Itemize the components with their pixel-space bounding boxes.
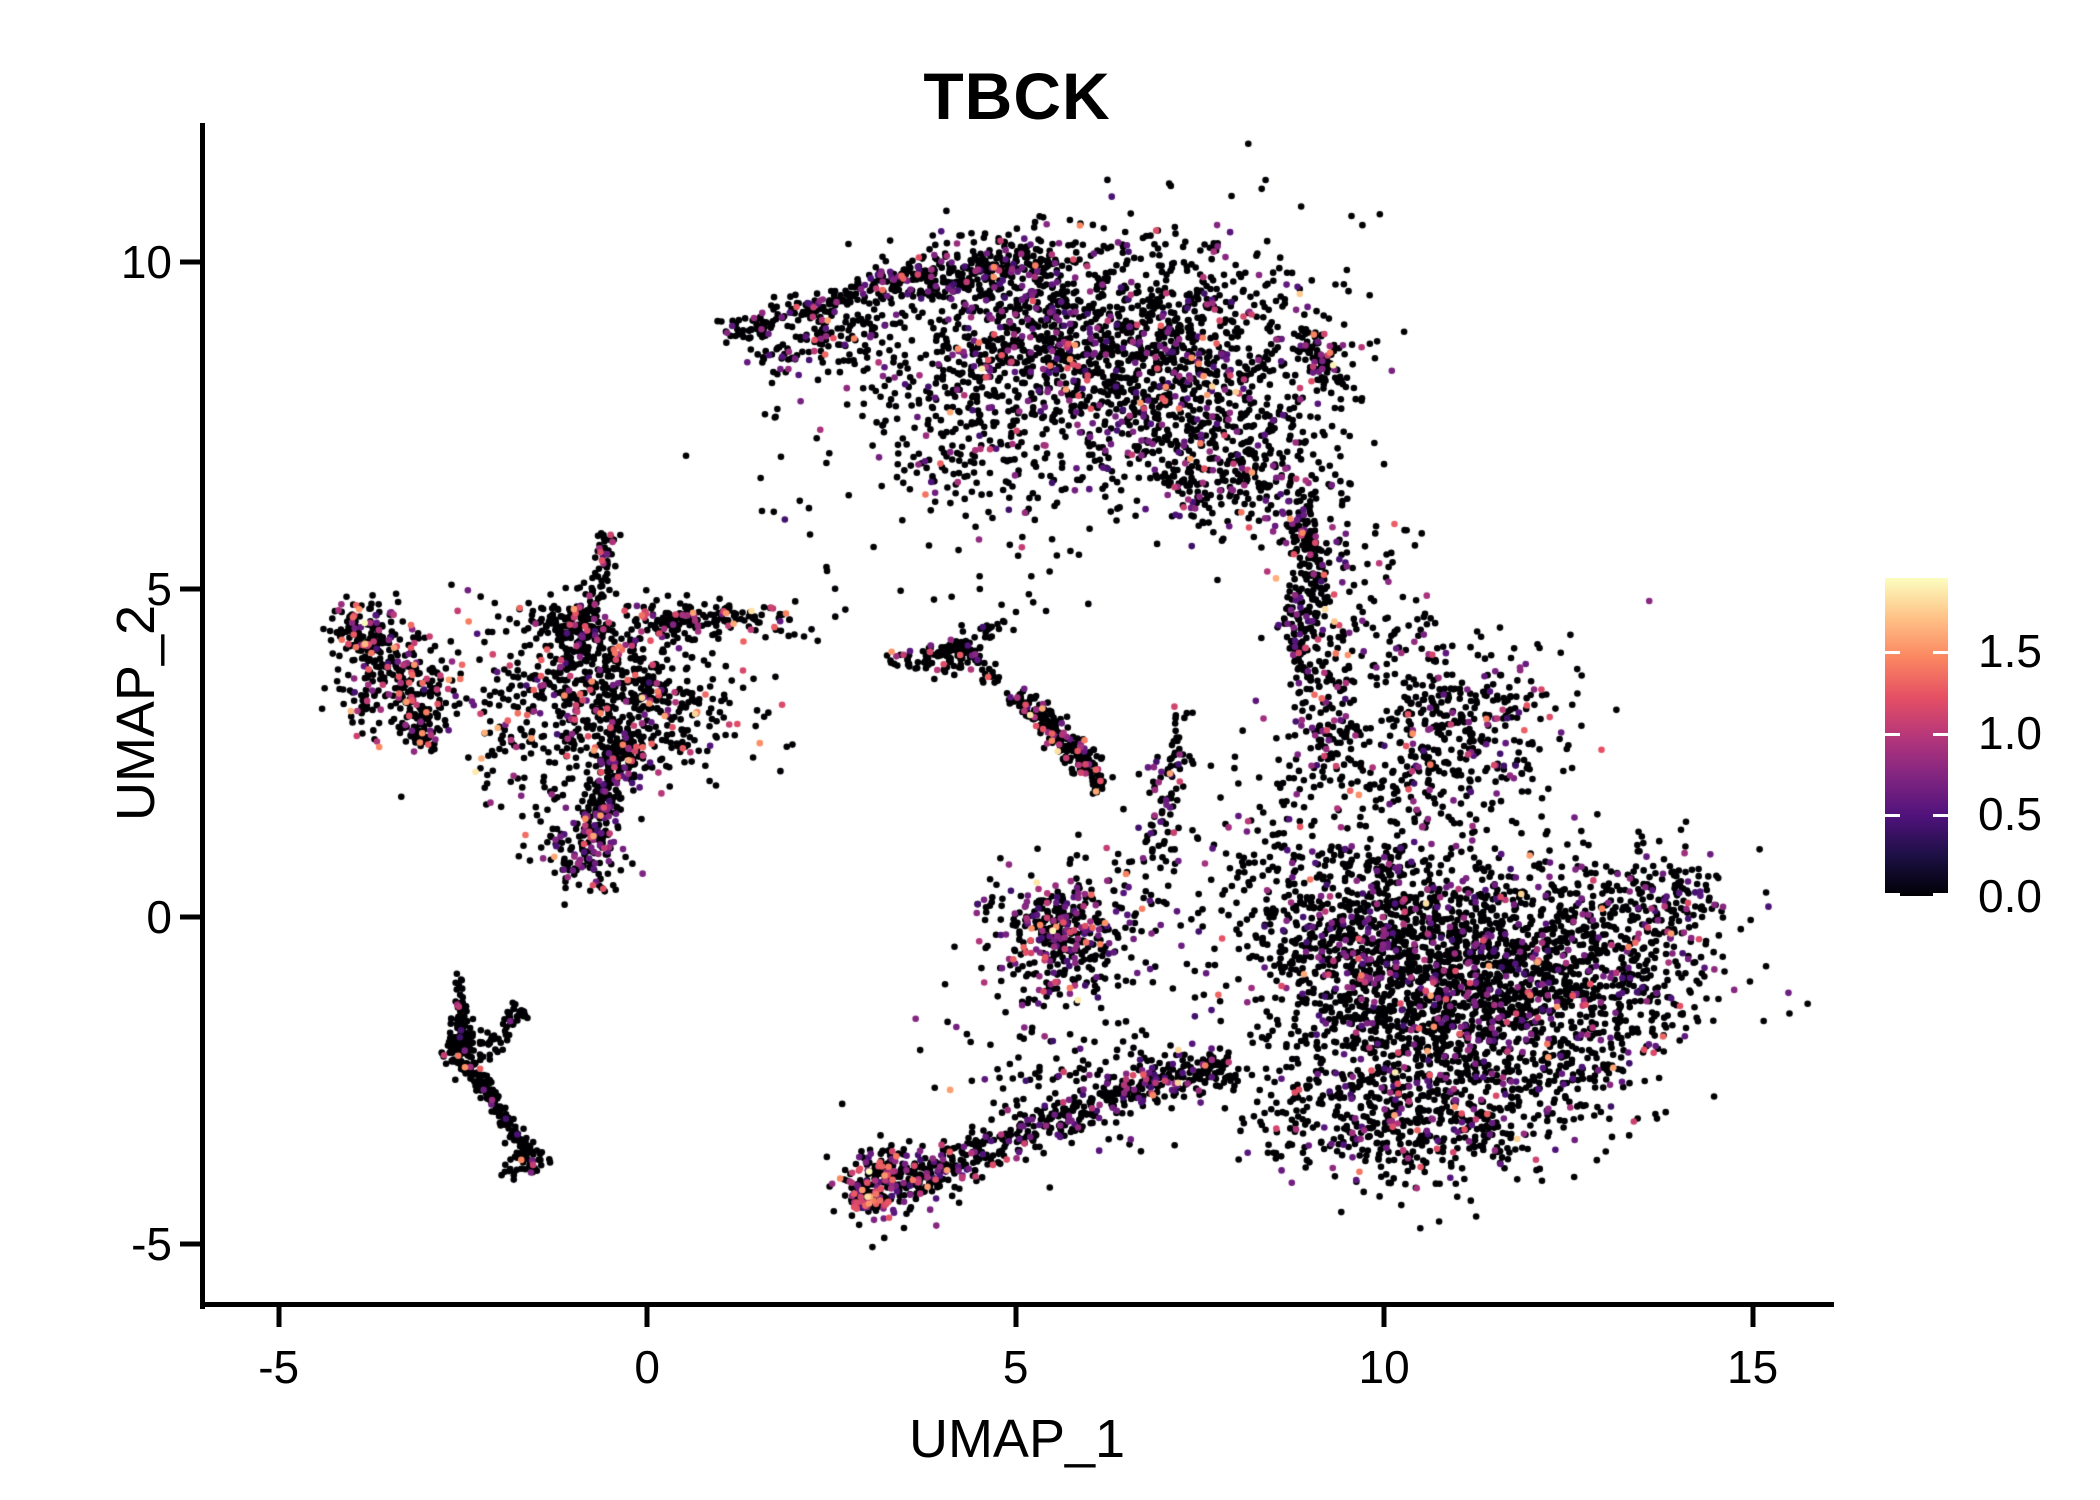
colorbar-tick-mark	[1885, 651, 1900, 655]
y-tick-mark	[180, 259, 200, 265]
x-tick-label: -5	[258, 1341, 300, 1393]
x-tick-label: 0	[634, 1341, 660, 1393]
x-axis-title: UMAP_1	[908, 1409, 1126, 1469]
y-tick-label: 5	[146, 563, 172, 616]
colorbar-tick-mark	[1933, 893, 1948, 896]
colorbar-tick-label: 0.5	[1978, 788, 2042, 841]
y-tick-label: -5	[131, 1218, 172, 1271]
x-tick-mark	[276, 1307, 282, 1327]
x-tick-label: 15	[1727, 1341, 1779, 1393]
x-tick-mark	[1750, 1307, 1756, 1327]
x-tick-label: 5	[1002, 1341, 1029, 1393]
colorbar-tick-label: 1.0	[1978, 706, 2042, 759]
y-tick-label: 10	[120, 235, 172, 288]
y-tick-mark	[180, 586, 200, 592]
colorbar-tick-mark	[1885, 893, 1900, 896]
colorbar-gradient	[1885, 578, 1948, 896]
colorbar-tick-label: 0.0	[1978, 870, 2042, 922]
colorbar-tick-mark	[1933, 732, 1948, 736]
colorbar-tick-mark	[1885, 814, 1900, 818]
colorbar-tick-mark	[1933, 814, 1948, 818]
x-axis-line	[200, 1302, 1834, 1307]
x-tick-mark	[644, 1307, 650, 1327]
plot-title: TBCK	[923, 59, 1111, 133]
y-tick-label: 0	[146, 890, 172, 943]
x-tick-mark	[1381, 1307, 1387, 1327]
colorbar-tick-mark	[1933, 651, 1948, 655]
y-tick-mark	[180, 914, 200, 920]
x-tick-label: 10	[1358, 1341, 1410, 1393]
colorbar-tick-label: 1.5	[1978, 625, 2042, 678]
colorbar-tick-mark	[1885, 732, 1900, 736]
x-tick-mark	[1013, 1307, 1019, 1327]
y-axis-title: UMAP_2	[106, 604, 167, 822]
y-axis-line	[200, 123, 205, 1309]
y-tick-mark	[180, 1241, 200, 1247]
